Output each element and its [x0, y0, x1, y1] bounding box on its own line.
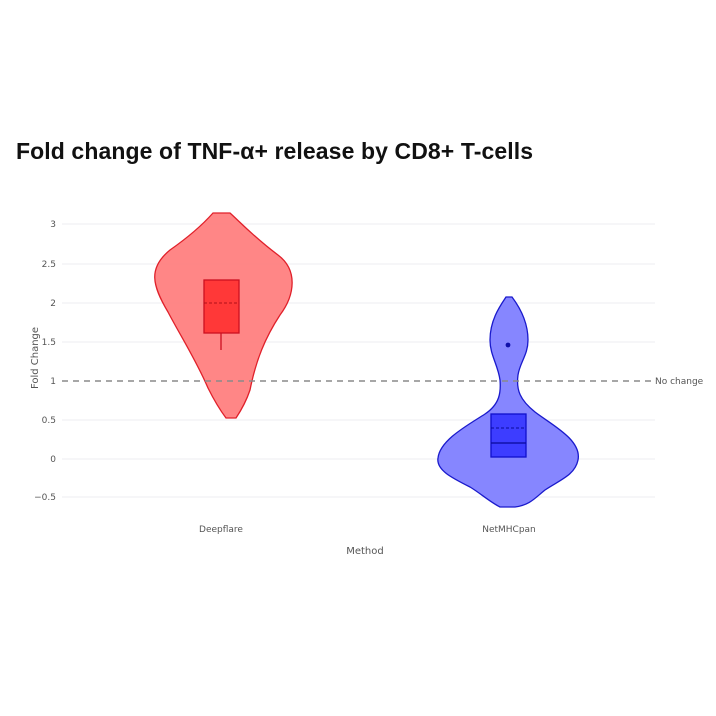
y-tick: 3 [50, 220, 56, 230]
y-tick: 2.5 [42, 260, 56, 270]
reference-line-label: No change [655, 377, 704, 387]
x-tick: NetMHCpan [482, 525, 536, 535]
box-netmhcpan [490, 413, 527, 458]
y-tick: 0.5 [42, 416, 56, 426]
y-tick: 1 [50, 377, 56, 387]
outlier-point [505, 342, 511, 348]
y-axis-ticks: 3 2.5 2 1.5 1 0.5 0 −0.5 [34, 220, 56, 503]
chart-title: Fold change of TNF-α+ release by CD8+ T-… [16, 138, 534, 164]
violin-netmhcpan [437, 296, 579, 508]
y-tick: 1.5 [42, 338, 56, 348]
y-axis-label: Fold Change [30, 327, 41, 389]
y-tick: 0 [50, 455, 56, 465]
x-axis-label: Method [346, 546, 384, 557]
x-tick: Deepflare [199, 525, 243, 535]
box-deepflare [203, 279, 240, 334]
y-tick: 2 [50, 299, 56, 309]
violin-deepflare [154, 212, 293, 419]
y-tick: −0.5 [34, 493, 56, 503]
